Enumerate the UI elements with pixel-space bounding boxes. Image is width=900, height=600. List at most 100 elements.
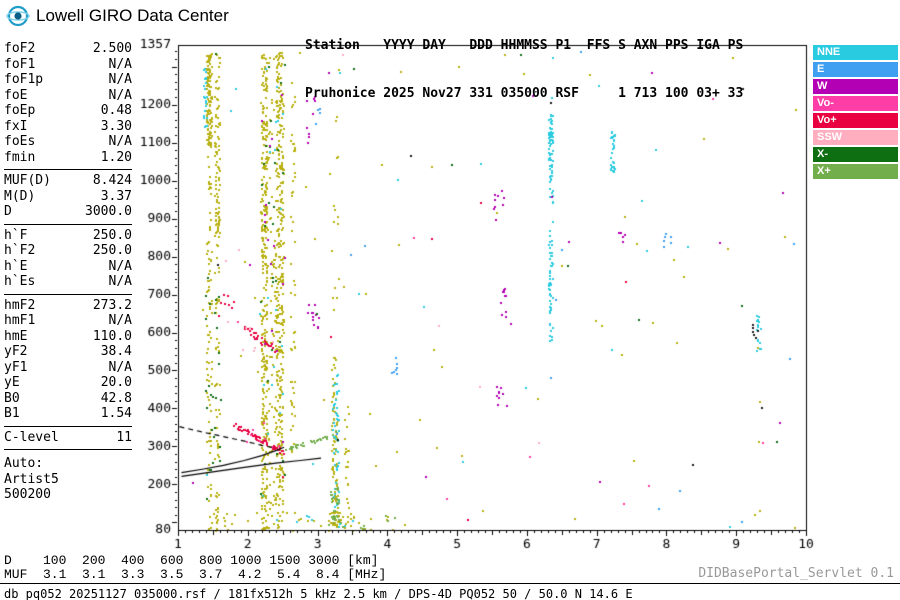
legend-item-vo: Vo+ xyxy=(813,113,898,128)
param-row-fof1: foF1 N/A xyxy=(4,57,132,73)
param-label: M(D) xyxy=(4,188,36,204)
param-group: hmF2 273.2 hmF1 N/A hmE 110.0 yF2 38.4 yF1 N/A yE 2… xyxy=(4,295,132,427)
param-row-hmf1: hmF1 N/A xyxy=(4,313,132,329)
station-header: Station YYYY DAY DDD HHMMSS P1 FFS S AXN… xyxy=(305,6,743,118)
param-value: 42.8 xyxy=(100,390,132,406)
param-row-hes: h`Es N/A xyxy=(4,274,132,290)
param-label: hmE xyxy=(4,328,28,344)
param-label: foF1 xyxy=(4,56,36,72)
legend-item-nne: NNE xyxy=(813,45,898,60)
param-label: foF1p xyxy=(4,72,44,87)
param-label: foEp xyxy=(4,103,36,118)
param-value: 3000.0 xyxy=(85,204,132,219)
param-group: MUF(D) 8.424 M(D) 3.37 D 3000.0 xyxy=(4,170,132,225)
param-value: 1.20 xyxy=(100,149,132,165)
station-header-values: Pruhonice 2025 Nov27 331 035000 RSF 1 71… xyxy=(305,86,744,101)
autoscaling-info: Auto: Artist5 500200 xyxy=(4,450,132,503)
param-label: h`F2 xyxy=(4,243,36,258)
param-value: 1.54 xyxy=(100,406,132,421)
param-row-hf2: h`F2 250.0 xyxy=(4,243,132,259)
legend-item-vo: Vo- xyxy=(813,96,898,111)
param-group: foF2 2.500 foF1 N/A foF1p N/A foE N/A foEp 0.48 fx… xyxy=(4,38,132,170)
param-label: B1 xyxy=(4,406,20,421)
param-row-he: h`E N/A xyxy=(4,259,132,275)
param-row-mufd: MUF(D) 8.424 xyxy=(4,173,132,189)
servlet-version-label: DIDBasePortal_Servlet 0.1 xyxy=(698,566,894,581)
param-row-md: M(D) 3.37 xyxy=(4,189,132,205)
param-label: hmF2 xyxy=(4,297,36,313)
param-row-hme: hmE 110.0 xyxy=(4,329,132,345)
auto-info-line: Auto: xyxy=(4,456,44,471)
param-row-fof2: foF2 2.500 xyxy=(4,41,132,57)
legend-item-x: X+ xyxy=(813,164,898,179)
param-value: 250.0 xyxy=(92,227,132,243)
param-label: D xyxy=(4,204,12,219)
param-label: hmF1 xyxy=(4,313,36,328)
param-group: C-level 11 xyxy=(4,427,132,450)
footer-separator xyxy=(0,583,900,584)
parameter-panel: foF2 2.500 foF1 N/A foF1p N/A foE N/A foEp 0.48 fx… xyxy=(4,38,132,503)
param-value: 8.424 xyxy=(92,173,132,188)
station-header-columns: Station YYYY DAY DDD HHMMSS P1 FFS S AXN… xyxy=(305,38,744,53)
legend-item-x: X- xyxy=(813,147,898,162)
param-value: 110.0 xyxy=(92,328,132,344)
muf-distance-row: D 100 200 400 600 800 1000 1500 3000 [km… xyxy=(4,553,379,568)
param-label: foE xyxy=(4,87,28,103)
param-row-fof1p: foF1p N/A xyxy=(4,72,132,88)
legend-item-ssw: SSW xyxy=(813,130,898,145)
param-label: MUF(D) xyxy=(4,173,51,188)
param-value: 273.2 xyxy=(92,297,132,313)
param-value: N/A xyxy=(108,56,132,72)
param-label: C-level xyxy=(4,429,59,445)
param-value: 3.37 xyxy=(100,188,132,204)
param-row-yf2: yF2 38.4 xyxy=(4,344,132,360)
param-row-fxi: fxI 3.30 xyxy=(4,119,132,135)
param-label: fxI xyxy=(4,118,28,134)
auto-info-line: 500200 xyxy=(4,487,51,502)
param-value: N/A xyxy=(108,87,132,103)
param-value: 0.48 xyxy=(100,103,132,118)
param-label: yE xyxy=(4,375,20,390)
param-row-foep: foEp 0.48 xyxy=(4,103,132,119)
param-value: N/A xyxy=(108,258,132,274)
param-row-foes: foEs N/A xyxy=(4,134,132,150)
param-label: fmin xyxy=(4,149,36,165)
param-row-b1: B1 1.54 xyxy=(4,406,132,422)
param-value: 250.0 xyxy=(92,243,132,258)
param-label: foF2 xyxy=(4,41,36,56)
param-value: 20.0 xyxy=(100,375,132,390)
direction-legend: NNE E W Vo- Vo+ SSW X- X+ xyxy=(813,45,898,181)
param-label: foEs xyxy=(4,134,36,149)
muf-frequency-row: MUF 3.1 3.1 3.3 3.5 3.7 4.2 5.4 8.4 [MHz… xyxy=(4,567,387,582)
param-row-fmin: fmin 1.20 xyxy=(4,150,132,166)
param-row-ye: yE 20.0 xyxy=(4,375,132,391)
legend-item-w: W xyxy=(813,79,898,94)
param-row-hf: h`F 250.0 xyxy=(4,228,132,244)
param-label: yF1 xyxy=(4,359,28,375)
param-value: 2.500 xyxy=(92,41,132,56)
param-row-b0: B0 42.8 xyxy=(4,391,132,407)
status-bar: db pq052 20251127 035000.rsf / 181fx512h… xyxy=(4,587,633,600)
giro-globe-icon xyxy=(6,5,30,27)
param-row-hmf2: hmF2 273.2 xyxy=(4,298,132,314)
param-label: h`F xyxy=(4,227,28,243)
legend-item-e: E xyxy=(813,62,898,77)
param-label: h`Es xyxy=(4,274,36,289)
param-value: N/A xyxy=(108,313,132,328)
param-label: h`E xyxy=(4,258,28,274)
param-row-yf1: yF1 N/A xyxy=(4,360,132,376)
param-label: B0 xyxy=(4,390,20,406)
param-row-foe: foE N/A xyxy=(4,88,132,104)
auto-info-line: Artist5 xyxy=(4,471,59,487)
param-row-clevel: C-level 11 xyxy=(4,430,132,446)
giro-logo-text: Lowell GIRO Data Center xyxy=(36,6,229,25)
param-row-d: D 3000.0 xyxy=(4,204,132,220)
giro-logo: Lowell GIRO Data Center xyxy=(6,4,229,28)
param-value: N/A xyxy=(108,134,132,149)
param-value: 3.30 xyxy=(100,118,132,134)
param-value: N/A xyxy=(108,359,132,375)
param-value: N/A xyxy=(108,274,132,289)
param-group: h`F 250.0 h`F2 250.0 h`E N/A h`Es N/A xyxy=(4,225,132,295)
